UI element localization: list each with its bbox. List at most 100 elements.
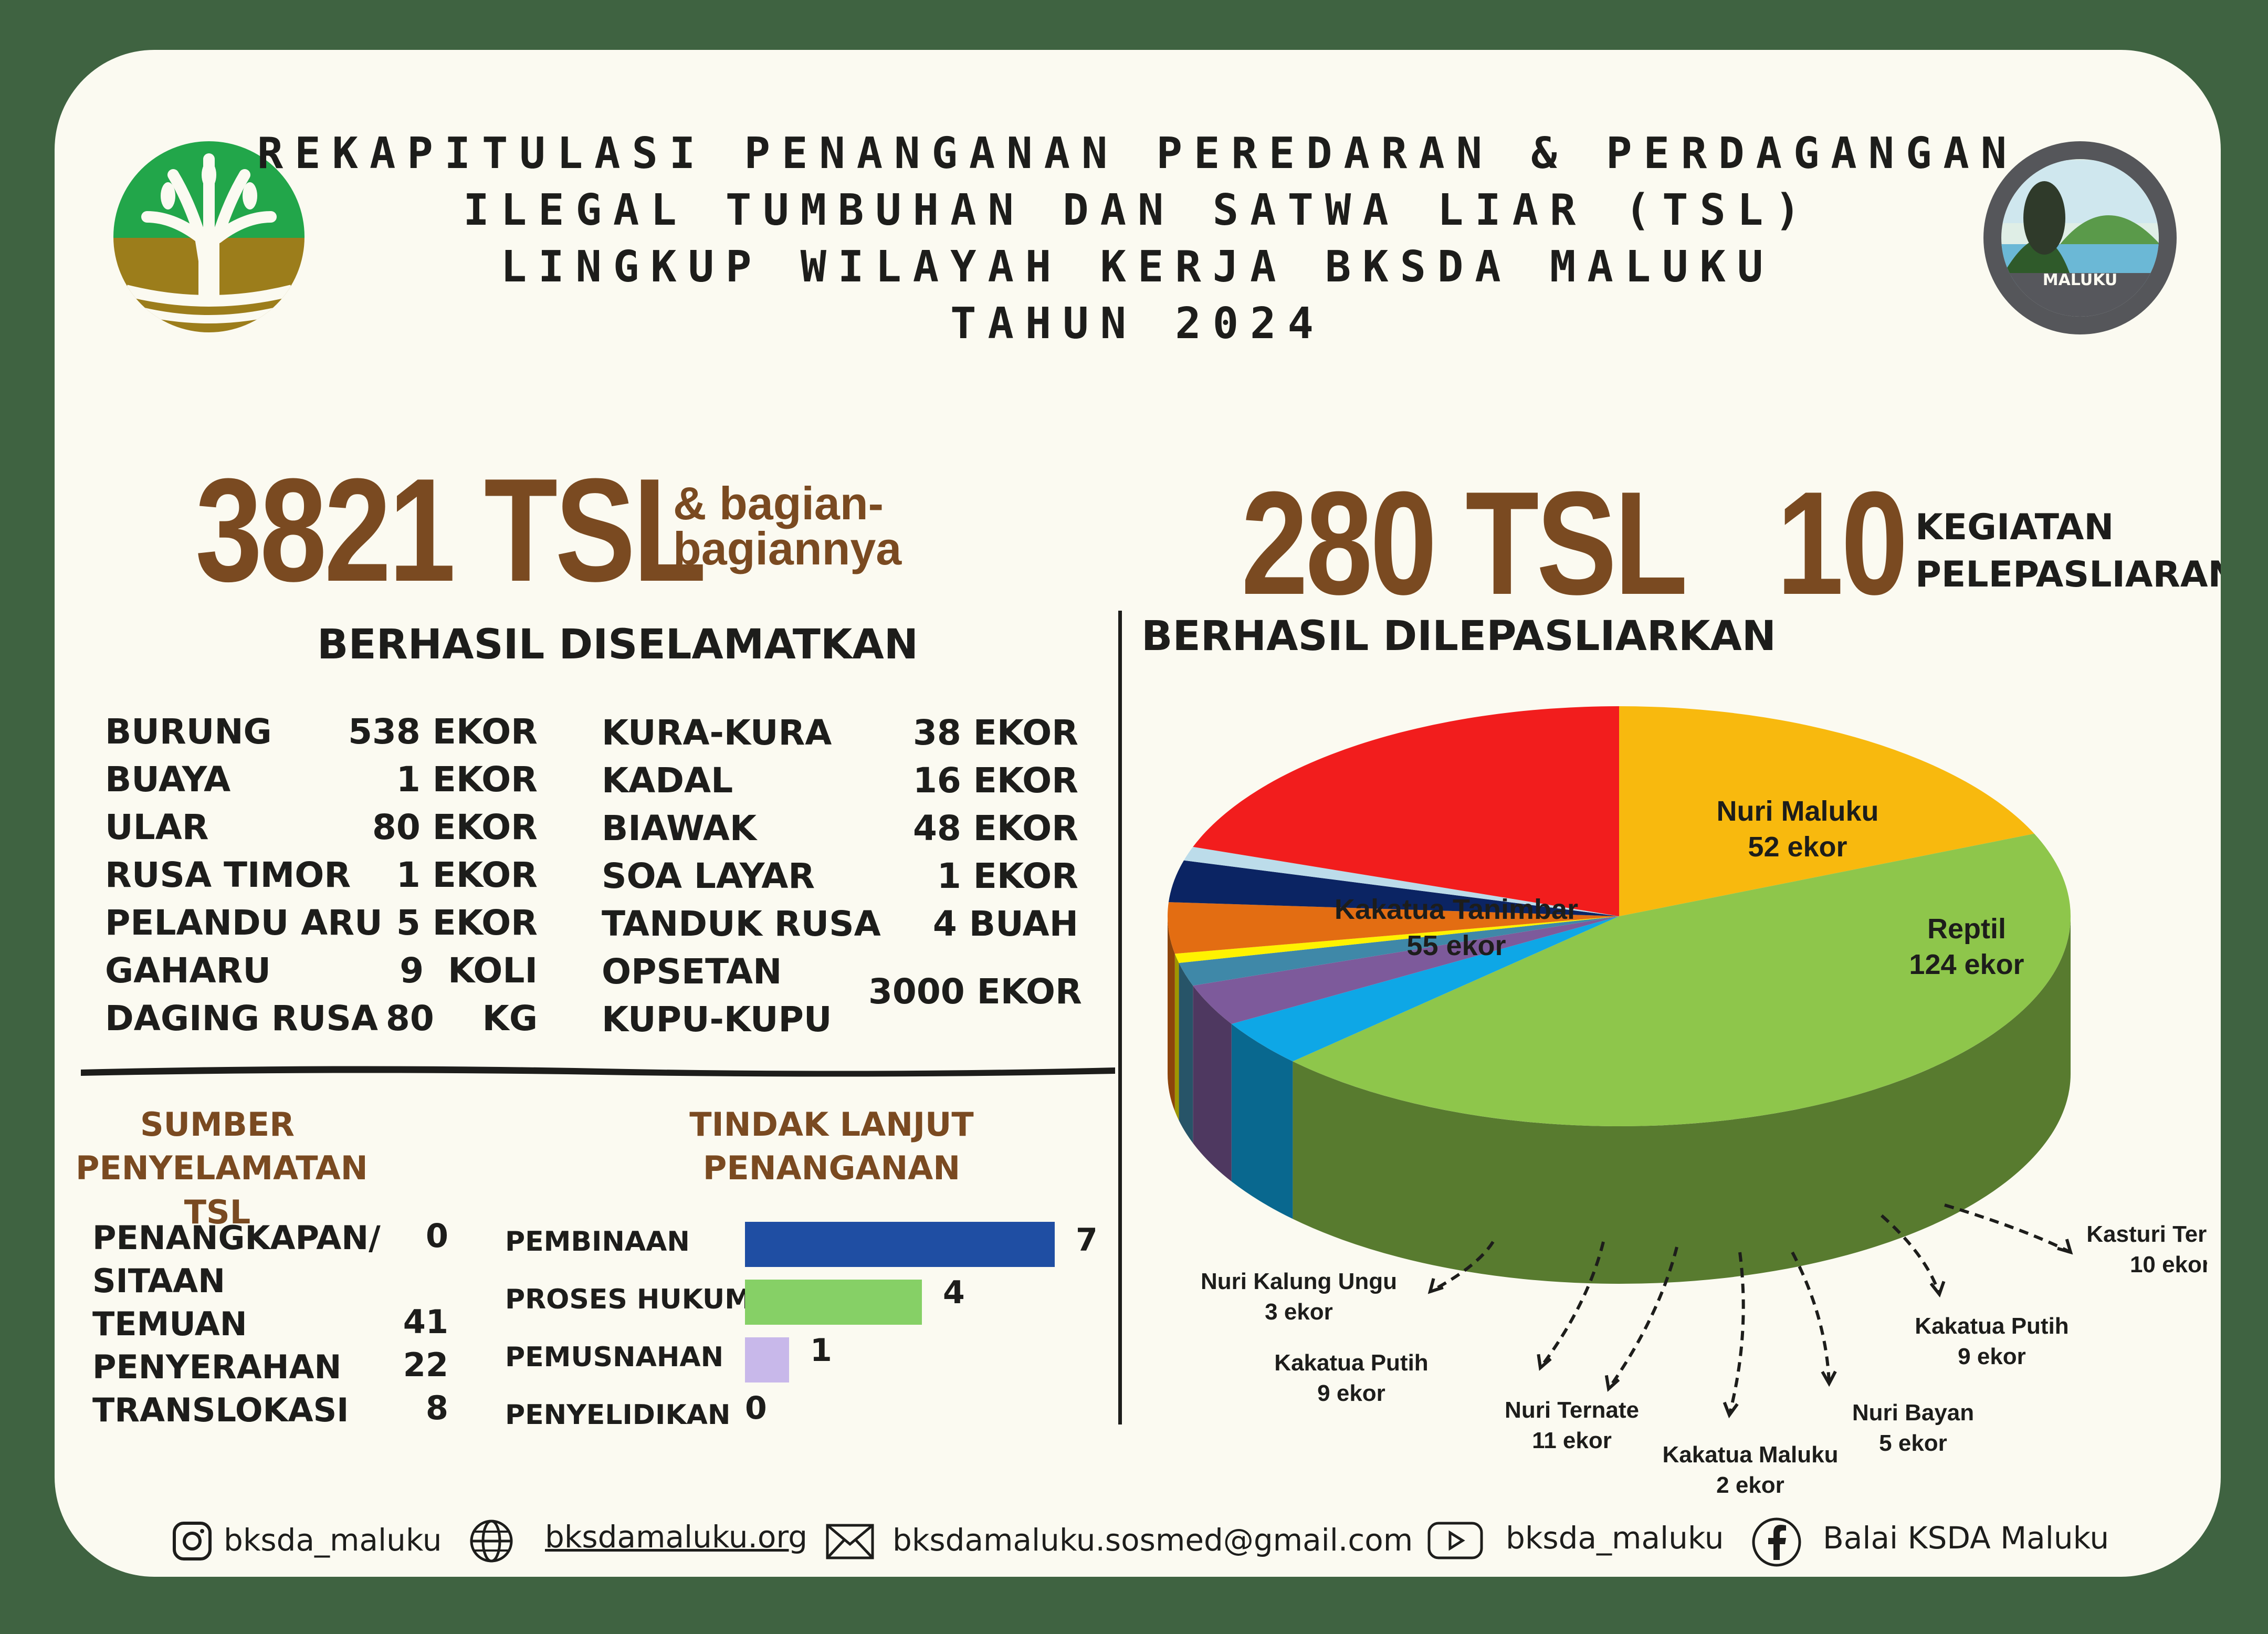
footer-email[interactable]: bksdamaluku.sosmed@gmail.com (892, 1522, 1413, 1558)
rescued-item-label: TANDUK RUSA (602, 904, 881, 944)
rescued-item-label: BUAYA (105, 759, 231, 800)
pie-callout-value: 2 ekor (1716, 1472, 1784, 1498)
title-line-2: ILEGAL TUMBUHAN DAN SATWA LIAR (TSL) (463, 185, 1812, 235)
rescued-item-label: KURA-KURA (602, 713, 832, 753)
pie-callout-arrowhead (1427, 1278, 1444, 1294)
infographic-card: MALUKU REKAPITULASI PENANGANAN PEREDARAN… (55, 50, 2221, 1577)
pie-callout-arrowhead (1537, 1354, 1552, 1371)
pie-callout-line (1607, 1247, 1678, 1390)
pie-callout-name: Kakatua Maluku (1663, 1442, 1839, 1468)
followup-bar (745, 1337, 789, 1382)
pie-callout-name: Kasturi Ternate (2086, 1221, 2207, 1247)
footer-youtube[interactable]: bksda_maluku (1506, 1520, 1724, 1556)
pie-label-value: 124 ekor (1909, 949, 2024, 980)
rescued-item-value: 1 EKOR (937, 856, 1078, 896)
pie-slice (1231, 916, 1619, 1062)
followup-item-label: PEMBINAAN (505, 1226, 690, 1258)
release-activities-label-1: KEGIATAN (1915, 507, 2114, 548)
source-item-value: 22 (403, 1346, 448, 1384)
pie-slice (1179, 916, 1619, 986)
rescued-item-label: PELANDU ARU (105, 903, 383, 943)
pie-slice-side (1193, 986, 1232, 1182)
rescued-item-value: 80 EKOR (372, 807, 538, 847)
pie-slice-side (1179, 963, 1193, 1144)
released-total: 280 TSL (1241, 462, 1688, 625)
pie-label-name: Nuri Maluku (1716, 795, 1878, 827)
rescued-item-label: KADAL (602, 760, 733, 801)
rescued-item-value: 538 EKOR (348, 711, 538, 752)
source-item-label: SITAAN (92, 1262, 226, 1300)
release-activities-number: 10 (1777, 462, 1908, 625)
pie-callout-name: Kakatua Putih (1274, 1350, 1428, 1376)
pie-label-value: 55 ekor (1406, 930, 1506, 961)
pie-callout-value: 5 ekor (1879, 1430, 1947, 1456)
footer-facebook[interactable]: Balai KSDA Maluku (1823, 1520, 2109, 1556)
pie-callout-value: 3 ekor (1265, 1299, 1333, 1325)
rescued-item-label: ULAR (105, 807, 209, 847)
released-heading: BERHASIL DILEPASLIARKAN (1141, 613, 1777, 660)
pie-slice-side (1293, 916, 2071, 1284)
vertical-divider (1118, 611, 1122, 1424)
pie-slice (1193, 706, 1619, 916)
followup-item-value: 1 (810, 1332, 832, 1369)
rescued-item-value: 38 EKOR (912, 713, 1078, 753)
source-item-value: 41 (403, 1303, 448, 1341)
rescued-note-1: & bagian- (673, 477, 884, 529)
pie-callout-arrowhead (1604, 1375, 1620, 1392)
title-line-4: TAHUN 2024 (950, 299, 1325, 349)
emblem-text: MALUKU (2043, 271, 2118, 289)
rescued-item-value: 16 EKOR (912, 760, 1078, 801)
rescued-item-label: OPSETAN (602, 951, 782, 992)
released-pie-chart: Kakatua Tanimbar 55 ekor Nuri Maluku 52 eko… (1168, 706, 2207, 1498)
rescued-item-value: 80 KG (385, 998, 538, 1039)
pie-slice-side (1174, 954, 1179, 1121)
followup-heading-2: PENANGANAN (702, 1149, 961, 1187)
pie-callout-value: 10 ekor (2130, 1252, 2207, 1277)
footer-instagram[interactable]: bksda_maluku (224, 1522, 442, 1558)
rescued-item-label: BURUNG (105, 711, 272, 752)
pie-callout-arrowhead (2057, 1239, 2073, 1255)
followup-bar (745, 1222, 1055, 1267)
rescued-item-label: GAHARU (105, 950, 271, 991)
pie-slice (1168, 860, 1619, 916)
followup-bar (745, 1280, 922, 1325)
pie-callout-value: 9 ekor (1317, 1380, 1385, 1406)
rescued-item-label: RUSA TIMOR (105, 855, 351, 895)
pie-callout-name: Nuri Ternate (1505, 1397, 1639, 1423)
sources-heading-1: SUMBER (140, 1105, 295, 1144)
rescued-item-label: KUPU-KUPU (602, 999, 832, 1040)
source-item-label: TRANSLOKASI (92, 1391, 349, 1429)
source-item-label: TEMUAN (92, 1305, 247, 1343)
pie-callout-value: 11 ekor (1532, 1428, 1612, 1453)
pie-label-name: Kakatua Tanimbar (1335, 894, 1578, 925)
sources-heading-2: PENYELAMATAN TSL (76, 1149, 368, 1231)
pie-label-value: 52 ekor (1748, 831, 1847, 863)
pie-callout-name: Kakatua Putih (1915, 1313, 2068, 1339)
source-item-value: 0 (425, 1217, 448, 1255)
followup-item-label: PENYELIDIKAN (505, 1399, 731, 1431)
pie-callout-line (1944, 1203, 2072, 1254)
facebook-icon (1752, 1517, 1801, 1567)
rescued-item-value: 3000 EKOR (868, 971, 1082, 1012)
followup-item-value: 0 (745, 1390, 767, 1427)
rescued-item-value: 4 BUAH (932, 904, 1078, 944)
rescued-item-label: BIAWAK (602, 808, 757, 849)
title-line-1: REKAPITULASI PENANGANAN PEREDARAN & PERD… (257, 129, 2019, 179)
pie-callout-line (1881, 1214, 1941, 1295)
pie-callout-line (1728, 1252, 1745, 1416)
rescued-note-2: bagiannya (673, 522, 902, 574)
pie-callout-arrowhead (1723, 1401, 1739, 1419)
footer-website[interactable]: bksdamaluku.org (545, 1519, 808, 1555)
rescued-item-value: 9 KOLI (400, 950, 538, 991)
pie-slice (1168, 902, 1619, 954)
rescued-item-label: SOA LAYAR (602, 856, 815, 896)
pie-slice-side (1231, 1024, 1293, 1219)
pie-callout-value: 9 ekor (1958, 1344, 2026, 1369)
youtube-icon (1427, 1522, 1483, 1559)
pie-slice (1619, 706, 2034, 916)
rescued-item-label: DAGING RUSA (105, 998, 379, 1039)
source-item-label: PENYERAHAN (92, 1348, 342, 1386)
source-item-value: 8 (425, 1389, 448, 1427)
brush-divider (81, 1066, 1115, 1077)
pie-label-name: Reptil (1927, 913, 2006, 945)
